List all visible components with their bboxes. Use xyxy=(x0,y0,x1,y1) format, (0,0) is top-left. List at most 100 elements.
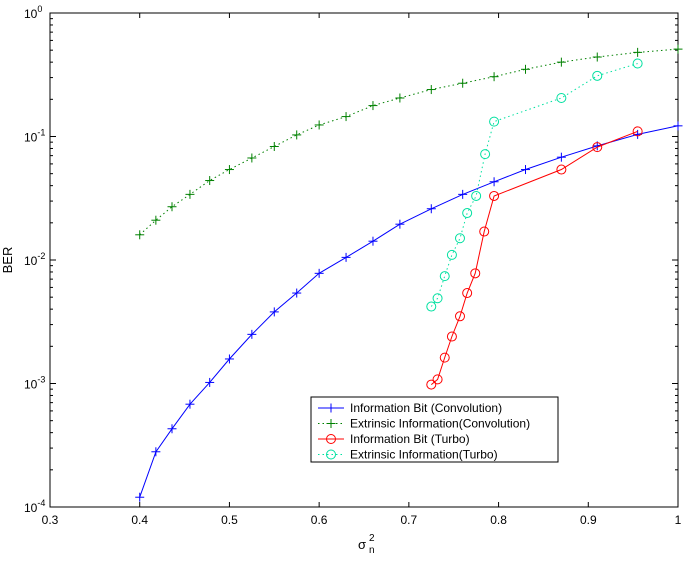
data-point xyxy=(135,492,145,502)
y-tick-label: 100 xyxy=(24,4,42,21)
data-point xyxy=(395,219,405,229)
data-point xyxy=(341,112,351,122)
data-point xyxy=(341,252,351,262)
data-point xyxy=(269,141,279,151)
series-layer xyxy=(135,44,683,502)
data-point xyxy=(151,447,161,457)
data-point xyxy=(432,293,443,304)
data-point xyxy=(632,58,643,69)
data-point xyxy=(520,64,530,74)
data-point xyxy=(454,233,465,244)
data-point xyxy=(368,101,378,111)
data-point xyxy=(292,130,302,140)
data-point xyxy=(167,202,177,212)
legend-item: Extrinsic Information(Convolution) xyxy=(318,417,530,431)
x-tick-label: 1 xyxy=(675,513,682,527)
y-tick-label: 10-3 xyxy=(24,375,45,392)
legend: Information Bit (Convolution) Extrinsic I… xyxy=(310,396,559,463)
data-point xyxy=(454,311,465,322)
legend-marker xyxy=(326,419,336,428)
x-tick-label: 0.7 xyxy=(401,513,418,527)
y-tick-label: 10-4 xyxy=(24,498,45,515)
data-point xyxy=(224,354,234,364)
x-axis: 0.3 0.4 0.5 0.6 0.7 0.8 0.9 1 xyxy=(42,13,682,527)
x-tick-label: 0.8 xyxy=(490,513,507,527)
data-point xyxy=(556,57,566,67)
legend-marker xyxy=(326,449,336,460)
y-tick-label: 10-2 xyxy=(24,251,45,268)
x-axis-label: σ 2 n xyxy=(358,533,375,556)
data-point xyxy=(556,92,567,103)
data-point xyxy=(426,379,437,390)
legend-marker xyxy=(326,403,336,413)
data-point xyxy=(314,268,324,278)
y-axis: 10-4 10-3 10-2 10-1 100 xyxy=(24,4,678,515)
legend-item: Information Bit (Turbo) xyxy=(318,432,470,446)
data-point xyxy=(205,176,215,186)
data-point xyxy=(439,271,450,282)
data-point xyxy=(167,424,177,434)
data-point xyxy=(426,301,437,312)
x-axis-label-sub: n xyxy=(369,545,375,556)
legend-box xyxy=(310,396,559,463)
legend-label: Information Bit (Convolution) xyxy=(350,401,502,415)
data-point xyxy=(520,165,530,175)
data-point xyxy=(489,177,499,187)
data-point xyxy=(314,120,324,130)
data-point xyxy=(480,149,491,160)
data-point xyxy=(458,189,468,199)
data-point xyxy=(489,116,500,127)
x-axis-label-sup: 2 xyxy=(369,533,375,544)
data-point xyxy=(224,165,234,175)
data-point xyxy=(368,236,378,246)
data-point xyxy=(395,93,405,103)
data-point xyxy=(185,189,195,199)
data-point xyxy=(446,331,457,342)
data-point xyxy=(151,215,161,225)
legend-label: Information Bit (Turbo) xyxy=(350,432,470,446)
series-3 xyxy=(426,126,643,390)
data-point xyxy=(470,268,481,279)
data-point xyxy=(185,399,195,409)
data-point xyxy=(479,226,490,237)
series-2 xyxy=(135,44,683,240)
data-point xyxy=(673,44,683,54)
series-1 xyxy=(135,121,683,502)
series-4 xyxy=(426,58,643,312)
data-point xyxy=(592,52,602,62)
legend-items: Information Bit (Convolution) Extrinsic I… xyxy=(318,401,530,462)
data-point xyxy=(205,377,215,387)
data-point xyxy=(458,78,468,88)
data-point xyxy=(471,190,482,201)
legend-label: Extrinsic Information(Convolution) xyxy=(350,417,530,431)
data-point xyxy=(426,204,436,214)
data-point xyxy=(426,85,436,95)
legend-marker xyxy=(326,434,336,444)
y-tick-label: 10-1 xyxy=(24,128,45,145)
data-point xyxy=(462,208,473,219)
x-tick-label: 0.9 xyxy=(580,513,597,527)
data-point xyxy=(247,153,257,163)
series-line xyxy=(430,130,638,385)
data-point xyxy=(462,288,473,299)
data-point xyxy=(633,47,643,57)
data-point xyxy=(446,249,457,260)
data-point xyxy=(632,126,643,137)
x-tick-label: 0.5 xyxy=(221,513,238,527)
data-point xyxy=(489,72,499,82)
legend-item: Extrinsic Information(Turbo) xyxy=(318,448,498,462)
series-line xyxy=(430,63,638,307)
y-axis-label: BER xyxy=(0,247,15,274)
data-point xyxy=(247,329,257,339)
data-point xyxy=(439,352,450,363)
x-tick-label: 0.3 xyxy=(42,513,59,527)
x-tick-label: 0.6 xyxy=(311,513,328,527)
data-point xyxy=(432,374,443,385)
data-point xyxy=(135,230,145,240)
data-point xyxy=(592,70,603,81)
legend-item: Information Bit (Convolution) xyxy=(318,401,502,415)
data-point xyxy=(673,121,683,131)
data-point xyxy=(556,152,566,162)
data-point xyxy=(489,190,500,201)
